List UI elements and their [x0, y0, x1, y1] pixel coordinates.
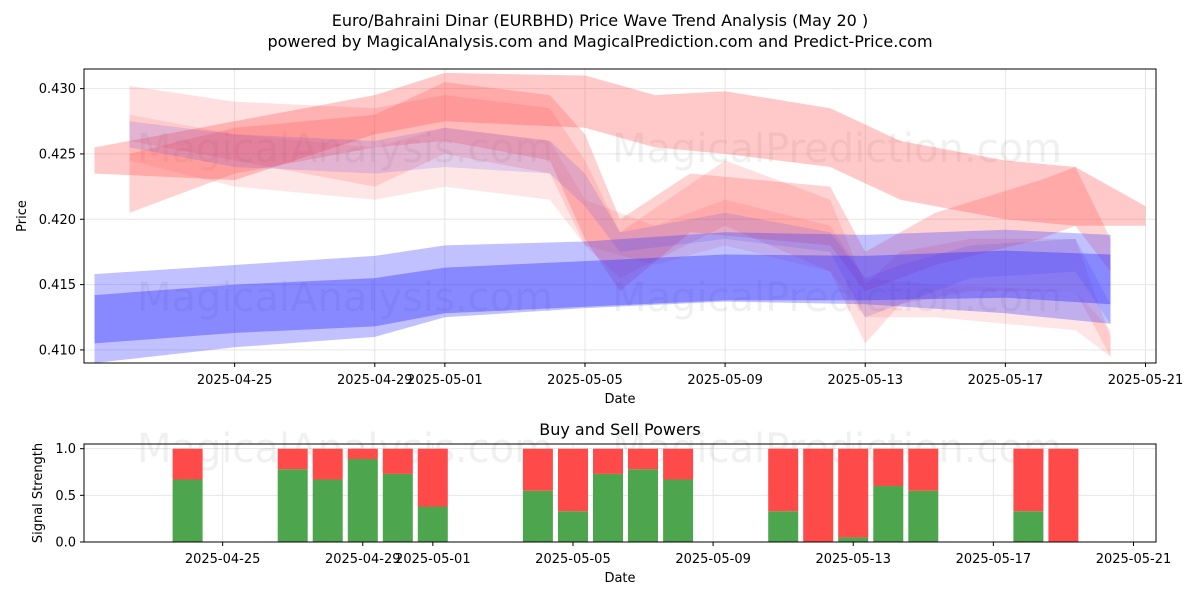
price-wave-plot: MagicalAnalysis.com MagicalPrediction.co… [15, 68, 1183, 407]
sub-x-tick-label: 2025-05-01 [395, 552, 471, 567]
buy-bar [593, 473, 623, 542]
main-x-tick-label: 2025-04-29 [337, 373, 413, 388]
sell-bar [838, 448, 869, 538]
buy-bar [172, 479, 203, 542]
buy-bar [522, 490, 553, 542]
sub-x-tick-label: 2025-05-13 [815, 552, 891, 567]
main-x-tick-label: 2025-05-09 [687, 373, 763, 388]
sell-bar [803, 448, 834, 542]
red-wave-2-band [129, 82, 1111, 292]
sell-bar [873, 448, 904, 486]
sell-bar [172, 448, 203, 480]
sell-bar [593, 448, 623, 474]
main-x-tick-label: 2025-05-17 [968, 373, 1044, 388]
sub-y-axis-label: Signal Strength [31, 443, 46, 543]
sub-x-tick-label: 2025-05-09 [675, 552, 751, 567]
main-x-tick-label: 2025-05-01 [407, 373, 483, 388]
subplot-title: Buy and Sell Powers [539, 420, 701, 439]
main-y-axis-label: Price [15, 200, 30, 232]
sell-bar [417, 448, 448, 507]
main-y-tick-label: 0.420 [39, 213, 76, 228]
blue-wave-2-band [94, 250, 1111, 344]
sell-bar [522, 448, 553, 491]
main-grid [84, 69, 1156, 363]
buy-bar [558, 511, 588, 542]
main-y-tick-label: 0.415 [39, 278, 76, 293]
main-plot-frame [83, 68, 1157, 364]
buy-bar [312, 479, 343, 542]
main-x-axis-label: Date [604, 392, 635, 407]
sell-bar [277, 448, 308, 470]
buy-bar [873, 486, 904, 542]
main-y-ticks: 0.410 0.415 0.420 0.425 0.430 [39, 82, 84, 358]
sell-bar [347, 448, 378, 459]
buy-bar [768, 511, 799, 542]
main-x-tick-label: 2025-04-25 [197, 373, 273, 388]
watermark-analysis-bottom: MagicalAnalysis.com [137, 426, 553, 472]
buy-bar [277, 469, 308, 542]
sub-y-tick-label: 0.0 [55, 536, 76, 551]
sub-x-tick-label: 2025-05-21 [1096, 552, 1172, 567]
buy-bar [663, 479, 694, 542]
chart-title: Euro/Bahraini Dinar (EURBHD) Price Wave … [332, 11, 868, 30]
watermark-prediction-mid: MagicalPrediction.com [612, 275, 1062, 321]
sub-y-tick-label: 1.0 [55, 442, 76, 457]
sub-x-tick-label: 2025-04-29 [325, 552, 401, 567]
sell-bar [1048, 448, 1079, 542]
sell-bar [558, 448, 588, 512]
buy-bar [347, 458, 378, 542]
sell-bar [768, 448, 799, 512]
buy-bar [838, 537, 869, 542]
blue-wave-1-band [94, 229, 1111, 363]
sub-y-ticks: 0.0 0.5 1.0 [55, 442, 84, 551]
buy-bar [908, 490, 939, 542]
sub-plot-frame [83, 443, 1157, 543]
signal-bars [172, 448, 1079, 542]
watermark-analysis-top: MagicalAnalysis.com [137, 126, 553, 172]
sub-x-tick-label: 2025-05-17 [956, 552, 1032, 567]
red-wave-3-band [129, 86, 1111, 357]
sell-bar [312, 448, 343, 480]
main-x-tick-label: 2025-05-21 [1108, 373, 1184, 388]
red-wave-1-band [94, 72, 1146, 226]
sell-bar [628, 448, 658, 470]
chart-subtitle: powered by MagicalAnalysis.com and Magic… [267, 32, 932, 51]
main-y-tick-label: 0.430 [39, 82, 76, 97]
sub-y-tick-label: 0.5 [55, 489, 76, 504]
buy-bar [1013, 511, 1044, 542]
buy-bar [628, 469, 658, 542]
buy-sell-plot: Buy and Sell Powers MagicalAnalysis.com … [31, 420, 1171, 586]
main-y-tick-label: 0.410 [39, 343, 76, 358]
sub-x-axis-label: Date [604, 571, 635, 586]
sell-bar [663, 448, 694, 480]
wave-series [94, 72, 1146, 363]
sell-bar [908, 448, 939, 491]
buy-bar [382, 473, 413, 542]
sub-x-tick-label: 2025-04-25 [185, 552, 261, 567]
watermark-prediction-top: MagicalPrediction.com [612, 126, 1062, 172]
sub-x-tick-label: 2025-05-05 [535, 552, 611, 567]
main-watermarks: MagicalAnalysis.com MagicalPrediction.co… [137, 126, 1062, 321]
red-wave-4-band [129, 114, 1111, 357]
sell-bar [1013, 448, 1044, 512]
main-x-tick-label: 2025-05-13 [827, 373, 903, 388]
main-x-tick-label: 2025-05-05 [547, 373, 623, 388]
watermark-analysis-mid: MagicalAnalysis.com [137, 275, 553, 321]
main-y-tick-label: 0.425 [39, 147, 76, 162]
buy-bar [417, 506, 448, 542]
sell-bar [382, 448, 413, 474]
blue-wave-3-band [129, 121, 1111, 324]
